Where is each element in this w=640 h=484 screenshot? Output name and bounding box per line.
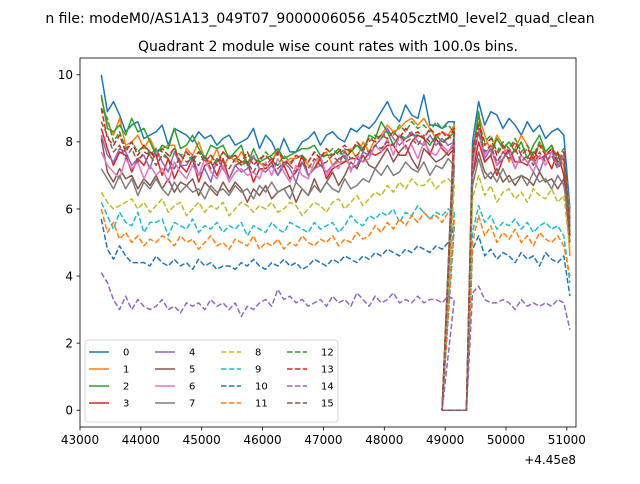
series-layer [100, 74, 571, 411]
series-line-5 [100, 138, 571, 411]
series-line-15 [100, 121, 571, 411]
legend-label-7: 7 [189, 399, 195, 410]
legend-label-1: 1 [123, 365, 129, 376]
series-line-11 [100, 208, 571, 411]
x-tick-label: 44000 [122, 433, 160, 447]
legend-label-13: 13 [321, 365, 334, 376]
series-line-13 [100, 108, 571, 411]
legend-label-4: 4 [189, 348, 195, 359]
series-line-3 [100, 128, 571, 411]
x-tick-label: 51000 [548, 433, 586, 447]
series-line-10 [100, 218, 571, 411]
y-tick-label: 8 [65, 135, 73, 149]
y-tick-label: 2 [65, 336, 73, 350]
x-tick-label: 48000 [365, 433, 403, 447]
chart-title: Quadrant 2 module wise count rates with … [138, 39, 518, 55]
legend-label-10: 10 [255, 382, 268, 393]
legend-box [84, 339, 339, 423]
x-tick-label: 50000 [487, 433, 525, 447]
y-axis: 0 2 4 6 8 10 [58, 68, 80, 418]
plot-area [100, 74, 571, 411]
series-line-8 [100, 174, 571, 411]
legend-label-5: 5 [189, 365, 195, 376]
legend-label-0: 0 [123, 348, 129, 359]
x-tick-label: 46000 [243, 433, 281, 447]
x-tick-label: 43000 [61, 433, 99, 447]
legend-label-14: 14 [321, 382, 334, 393]
series-line-12 [100, 107, 571, 411]
figure-suptitle: n file: modeM0/AS1A13_049T07_9000006056_… [45, 11, 594, 27]
legend-label-11: 11 [255, 399, 268, 410]
legend-label-6: 6 [189, 382, 195, 393]
x-axis: 43000 44000 45000 46000 47000 48000 49000 50000… [61, 427, 586, 447]
x-offset-label: +4.45e8 [524, 453, 576, 467]
series-line-4 [100, 127, 571, 411]
legend-label-8: 8 [255, 348, 261, 359]
series-line-7 [100, 157, 571, 411]
y-tick-label: 6 [65, 202, 73, 216]
axes-frame [79, 57, 577, 428]
y-tick-label: 0 [65, 404, 73, 418]
series-line-0 [100, 74, 571, 411]
series-line-14 [100, 272, 571, 411]
legend-label-9: 9 [255, 365, 261, 376]
legend-label-3: 3 [123, 399, 129, 410]
legend-label-15: 15 [321, 399, 334, 410]
x-tick-label: 45000 [183, 433, 221, 447]
series-line-9 [100, 201, 571, 411]
y-tick-label: 10 [58, 68, 73, 82]
x-tick-label: 49000 [426, 433, 464, 447]
y-tick-label: 4 [65, 269, 73, 283]
series-line-6 [100, 127, 571, 411]
x-tick-label: 47000 [304, 433, 342, 447]
legend-label-2: 2 [123, 382, 129, 393]
legend-label-12: 12 [321, 348, 334, 359]
